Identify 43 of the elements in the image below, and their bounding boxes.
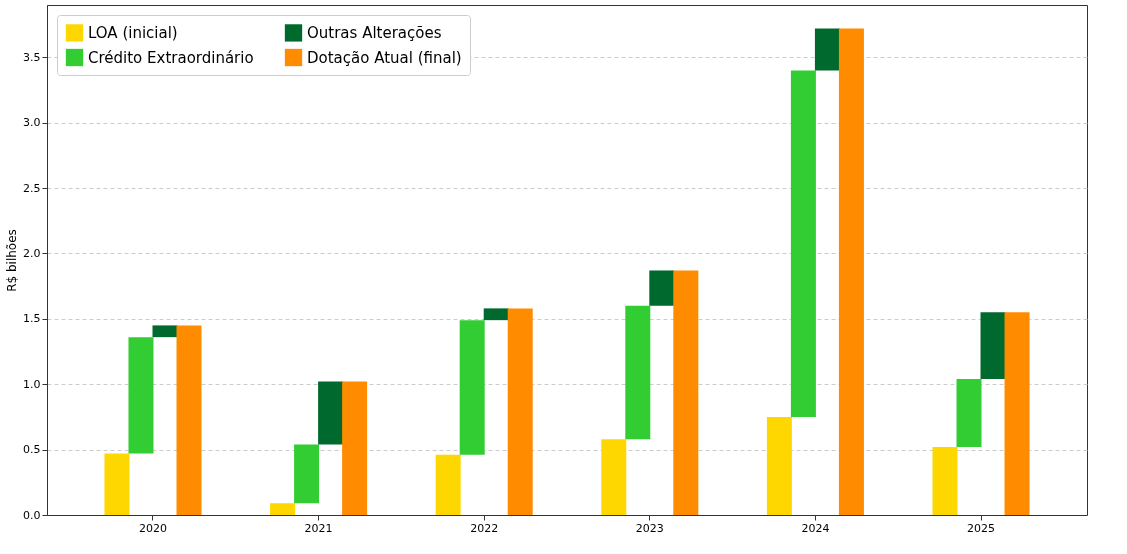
- bar: [176, 325, 202, 515]
- legend-label: Outras Alterações: [307, 23, 442, 42]
- bar: [152, 325, 178, 338]
- x-tick-label: 2022: [470, 521, 499, 535]
- bar: [601, 439, 627, 515]
- y-tick-label: 0.5: [23, 443, 41, 457]
- bar: [932, 447, 958, 515]
- bar: [128, 337, 154, 454]
- bar: [956, 379, 982, 447]
- y-axis-title: R$ bilhões: [5, 229, 20, 292]
- legend-label: Dotação Atual (final): [307, 48, 462, 67]
- bar: [483, 308, 509, 321]
- bar: [507, 308, 533, 515]
- bar: [838, 28, 864, 515]
- bar: [318, 381, 344, 445]
- bar: [814, 28, 840, 71]
- bar: [104, 453, 130, 515]
- bar: [270, 503, 296, 515]
- bar: [649, 270, 675, 306]
- bar: [766, 416, 792, 515]
- x-tick-label: 2020: [138, 521, 167, 535]
- legend-label: LOA (inicial): [88, 23, 178, 42]
- bar: [435, 454, 461, 515]
- bar: [1004, 312, 1030, 515]
- bar: [625, 305, 651, 440]
- bar: [790, 70, 816, 417]
- x-tick-label: 2024: [801, 521, 830, 535]
- bar: [980, 312, 1006, 379]
- x-tick-label: 2021: [304, 521, 333, 535]
- bar: [673, 270, 699, 515]
- y-tick-label: 3.0: [23, 116, 41, 130]
- y-tick-label: 2.0: [23, 246, 41, 260]
- y-tick-label: 0.0: [23, 508, 41, 522]
- x-tick-label: 2025: [967, 521, 996, 535]
- y-tick-label: 2.5: [23, 181, 41, 195]
- y-tick-label: 3.5: [23, 50, 41, 64]
- x-tick-label: 2023: [635, 521, 664, 535]
- bar: [294, 444, 320, 504]
- y-tick-label: 1.5: [23, 312, 41, 326]
- y-tick-label: 1.0: [23, 377, 41, 391]
- legend-label: Crédito Extraordinário: [88, 48, 254, 67]
- bar: [459, 320, 485, 455]
- bar: [342, 381, 368, 515]
